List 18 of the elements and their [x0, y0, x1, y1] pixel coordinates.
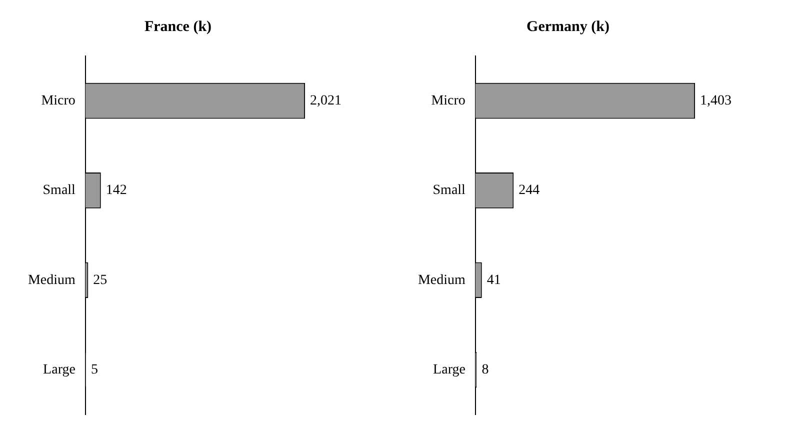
chart-title: Germany (k) — [526, 18, 610, 35]
data-label: 25 — [93, 272, 108, 288]
chart-title: France (k) — [144, 18, 212, 35]
y-tick-label: Small — [42, 183, 76, 198]
data-label: 41 — [486, 272, 501, 288]
y-tick-label: Micro — [41, 93, 76, 108]
y-tick-label: Micro — [431, 93, 466, 108]
data-label: 142 — [106, 183, 127, 198]
y-tick-label: Medium — [28, 272, 76, 288]
y-tick-label: Small — [432, 183, 466, 198]
data-label: 5 — [90, 362, 98, 378]
y-tick-label: Large — [433, 362, 466, 378]
data-label: 1,403 — [700, 93, 732, 108]
data-label: 8 — [482, 362, 489, 378]
y-tick-label: Medium — [418, 272, 466, 288]
data-label: 2,021 — [310, 93, 342, 108]
y-tick-label: Large — [43, 362, 76, 378]
data-label: 244 — [518, 183, 540, 198]
